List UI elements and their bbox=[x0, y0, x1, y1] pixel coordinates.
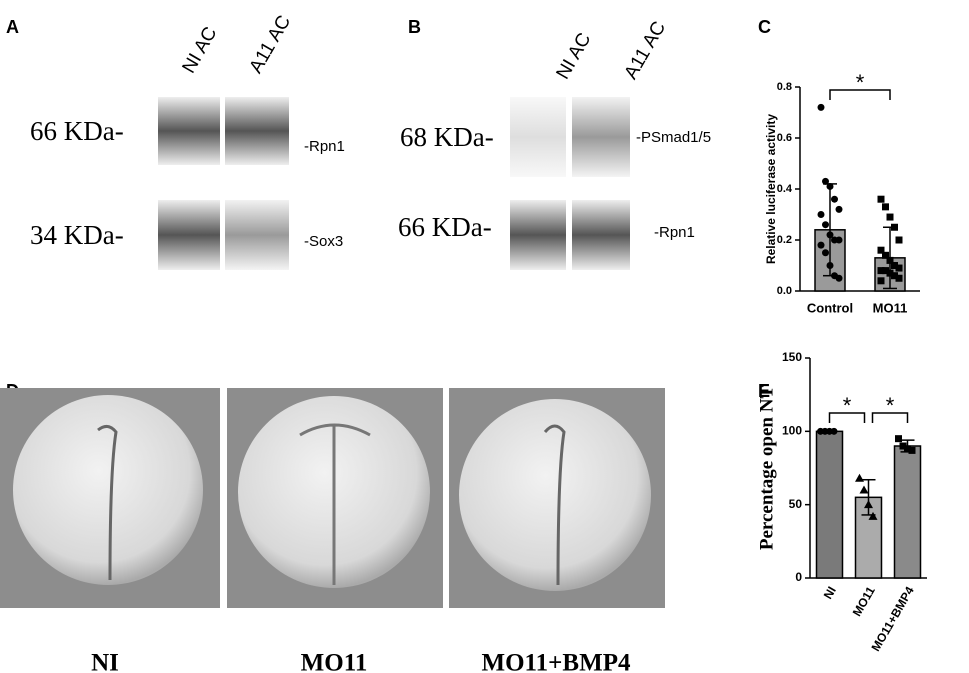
y-tick-label: 100 bbox=[782, 424, 802, 438]
embryo-label: MO11 bbox=[301, 650, 368, 673]
panel-label: C bbox=[758, 17, 771, 37]
y-tick-label: 0.8 bbox=[777, 81, 792, 93]
blot-b: NI AC A11 AC 68 KDa- 66 KDa- -PSmad1/5 -… bbox=[398, 18, 711, 270]
x-tick-label: Control bbox=[807, 300, 853, 315]
blot-band bbox=[158, 200, 220, 270]
significance-label: * bbox=[843, 393, 852, 418]
y-tick-label: 0.2 bbox=[777, 234, 792, 246]
neural-tube bbox=[299, 423, 371, 585]
data-point bbox=[822, 177, 829, 185]
y-tick-label: 0 bbox=[795, 570, 802, 584]
data-point bbox=[895, 236, 903, 244]
neural-tube bbox=[97, 425, 118, 581]
data-point bbox=[868, 511, 878, 520]
data-point bbox=[877, 195, 885, 203]
embryo bbox=[459, 399, 651, 591]
bar bbox=[893, 445, 922, 579]
data-point bbox=[859, 485, 869, 494]
y-tick-label: 0.0 bbox=[777, 285, 792, 297]
data-point bbox=[882, 203, 889, 211]
data-point bbox=[877, 267, 885, 275]
data-point bbox=[817, 103, 825, 111]
data-point bbox=[826, 262, 834, 269]
lane-label: NI AC bbox=[178, 24, 221, 77]
y-axis-label: Relative luciferase activity bbox=[764, 114, 778, 264]
bar bbox=[815, 430, 844, 579]
data-point bbox=[835, 236, 843, 244]
size-label: 34 KDa- bbox=[30, 220, 124, 250]
blot-band bbox=[572, 97, 630, 177]
data-point bbox=[891, 262, 898, 269]
x-tick-label: NI bbox=[821, 584, 839, 601]
protein-label: -Sox3 bbox=[304, 233, 343, 250]
panel-label: A bbox=[6, 17, 19, 37]
data-point bbox=[817, 241, 825, 249]
data-point bbox=[891, 272, 898, 280]
data-point bbox=[895, 435, 902, 443]
blot-band bbox=[225, 97, 289, 165]
panel-labels: A B C D E bbox=[6, 17, 771, 401]
panel-label: B bbox=[408, 17, 421, 37]
y-tick-label: 50 bbox=[789, 497, 803, 511]
data-point bbox=[826, 231, 834, 239]
data-point bbox=[835, 205, 843, 213]
data-point bbox=[886, 269, 894, 277]
size-label: 66 KDa- bbox=[398, 212, 492, 242]
blot-a: NI AC A11 AC 66 KDa- 34 KDa- -Rpn1 -Sox3 bbox=[30, 12, 345, 270]
y-tick-label: 0.4 bbox=[777, 183, 793, 195]
protein-label: -Rpn1 bbox=[654, 224, 695, 241]
data-point bbox=[882, 267, 889, 275]
data-point bbox=[855, 473, 864, 482]
significance-label: * bbox=[856, 70, 865, 95]
significance-label: * bbox=[886, 393, 895, 418]
data-point bbox=[864, 500, 873, 509]
x-tick-label: MO11 bbox=[850, 584, 878, 619]
y-tick-label: 0.6 bbox=[777, 132, 792, 144]
data-point bbox=[886, 213, 894, 221]
neural-tube bbox=[543, 424, 566, 586]
data-point bbox=[830, 427, 838, 435]
embryo-label: NI bbox=[91, 650, 119, 673]
data-point bbox=[877, 246, 885, 254]
blot-band bbox=[572, 200, 630, 270]
blot-band bbox=[510, 200, 566, 270]
data-point bbox=[826, 182, 834, 190]
embryo bbox=[13, 395, 203, 585]
lane-label: NI AC bbox=[552, 30, 595, 83]
size-label: 68 KDa- bbox=[400, 122, 494, 152]
data-point bbox=[904, 445, 911, 453]
data-point bbox=[817, 211, 825, 218]
blot-band bbox=[510, 97, 566, 177]
protein-label: -Rpn1 bbox=[304, 138, 345, 155]
size-label: 66 KDa- bbox=[30, 116, 124, 146]
data-point bbox=[899, 442, 907, 450]
y-axis-label: Percentage open NT bbox=[756, 386, 777, 551]
data-point bbox=[891, 223, 898, 231]
panel-label: E bbox=[758, 381, 770, 401]
data-point bbox=[822, 249, 829, 257]
significance-bracket bbox=[829, 89, 891, 100]
data-point bbox=[831, 195, 838, 203]
data-point bbox=[886, 256, 894, 264]
data-point bbox=[822, 221, 829, 229]
data-point bbox=[877, 277, 885, 285]
data-point bbox=[895, 274, 903, 282]
embryo-label: MO11+BMP4 bbox=[482, 650, 631, 673]
data-point bbox=[835, 274, 843, 282]
lane-label: A11 AC bbox=[245, 12, 295, 77]
protein-label: -PSmad1/5 bbox=[636, 129, 711, 146]
data-point bbox=[895, 264, 903, 272]
blot-band bbox=[225, 200, 289, 270]
blot-band bbox=[158, 97, 220, 165]
lane-label: A11 AC bbox=[620, 18, 670, 83]
embryo-panel: NI MO11 MO11+BMP4 bbox=[0, 388, 665, 673]
data-point bbox=[882, 251, 889, 259]
significance-bracket bbox=[828, 412, 866, 423]
significance-bracket bbox=[871, 412, 909, 423]
data-point bbox=[908, 446, 916, 454]
y-tick-label: 150 bbox=[782, 350, 802, 364]
x-tick-label: MO11 bbox=[873, 300, 908, 315]
